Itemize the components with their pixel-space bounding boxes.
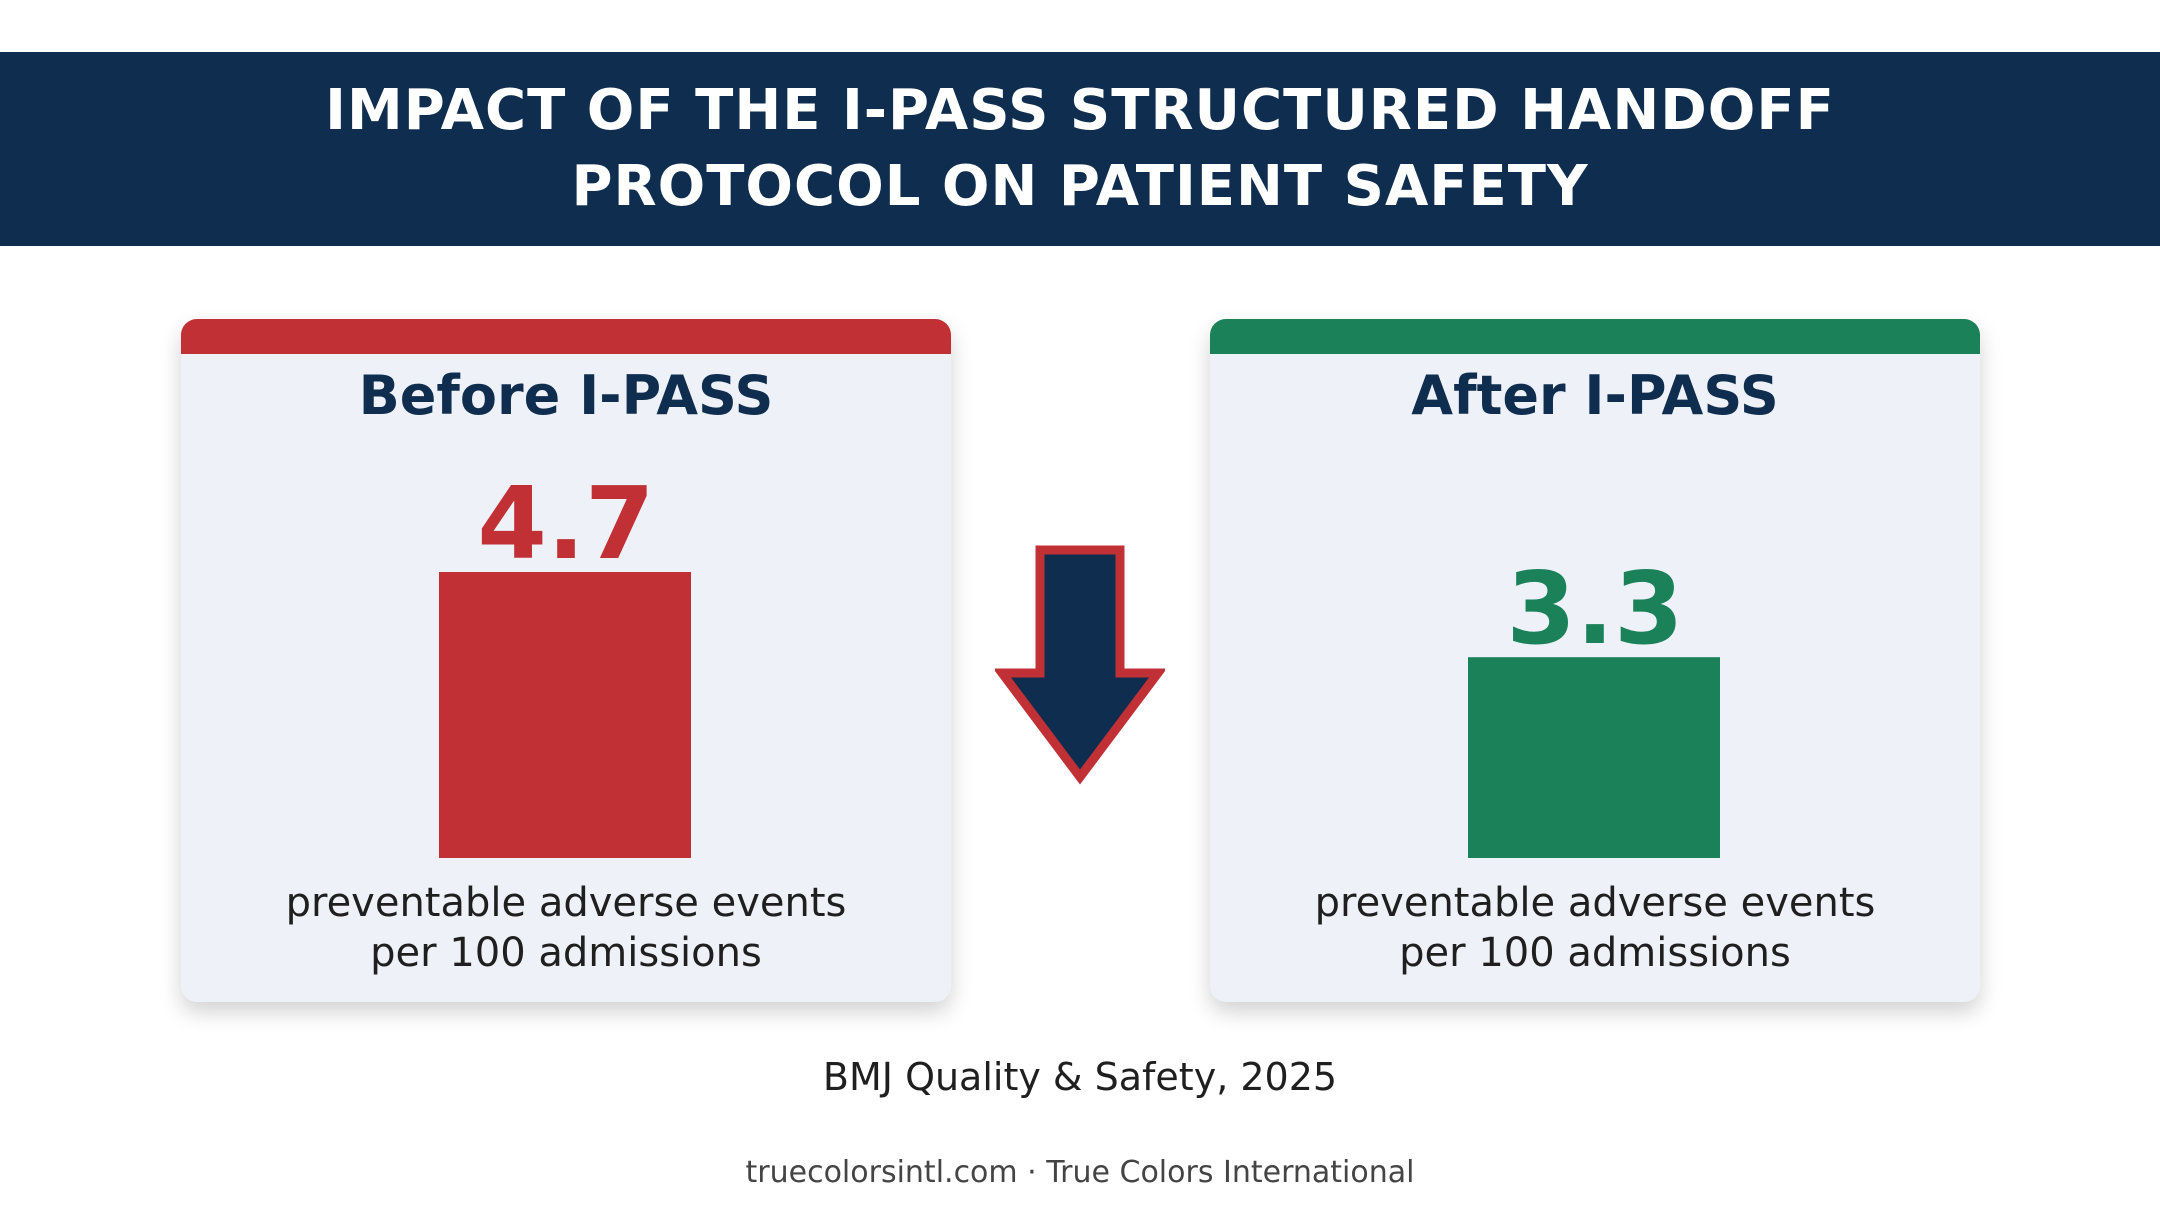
after-card-accent-strip: [1210, 319, 1980, 354]
after-bar: [1468, 657, 1720, 858]
down-arrow-icon: [993, 545, 1167, 785]
title-banner: IMPACT OF THE I-PASS STRUCTURED HANDOFF …: [0, 52, 2160, 246]
after-caption-line-2: per 100 admissions: [1399, 930, 1791, 976]
source-citation: BMJ Quality & Safety, 2025: [822, 1055, 1338, 1099]
before-bar: [439, 572, 691, 858]
before-caption-line-1: preventable adverse events: [286, 880, 847, 926]
before-card: Before I-PASS 4.7 preventable adverse ev…: [181, 319, 951, 1002]
before-heading: Before I-PASS: [359, 364, 774, 427]
before-bar-chart: Before I-PASS 4.7 preventable adverse ev…: [286, 364, 847, 976]
after-bar-chart: After I-PASS 3.3 preventable adverse eve…: [1315, 364, 1876, 976]
title-line-2: PROTOCOL ON PATIENT SAFETY: [571, 154, 1589, 219]
before-value-label: 4.7: [477, 465, 654, 582]
after-value-label: 3.3: [1506, 550, 1683, 667]
after-caption-line-1: preventable adverse events: [1315, 880, 1876, 926]
after-card: After I-PASS 3.3 preventable adverse eve…: [1210, 319, 1980, 1002]
before-card-accent-strip: [181, 319, 951, 354]
footer-attribution: truecolorsintl.com · True Colors Interna…: [745, 1155, 1415, 1190]
title-line-1: IMPACT OF THE I-PASS STRUCTURED HANDOFF: [325, 78, 1835, 143]
page-title: IMPACT OF THE I-PASS STRUCTURED HANDOFF …: [325, 73, 1835, 225]
after-heading: After I-PASS: [1411, 364, 1778, 427]
before-caption-line-2: per 100 admissions: [370, 930, 762, 976]
